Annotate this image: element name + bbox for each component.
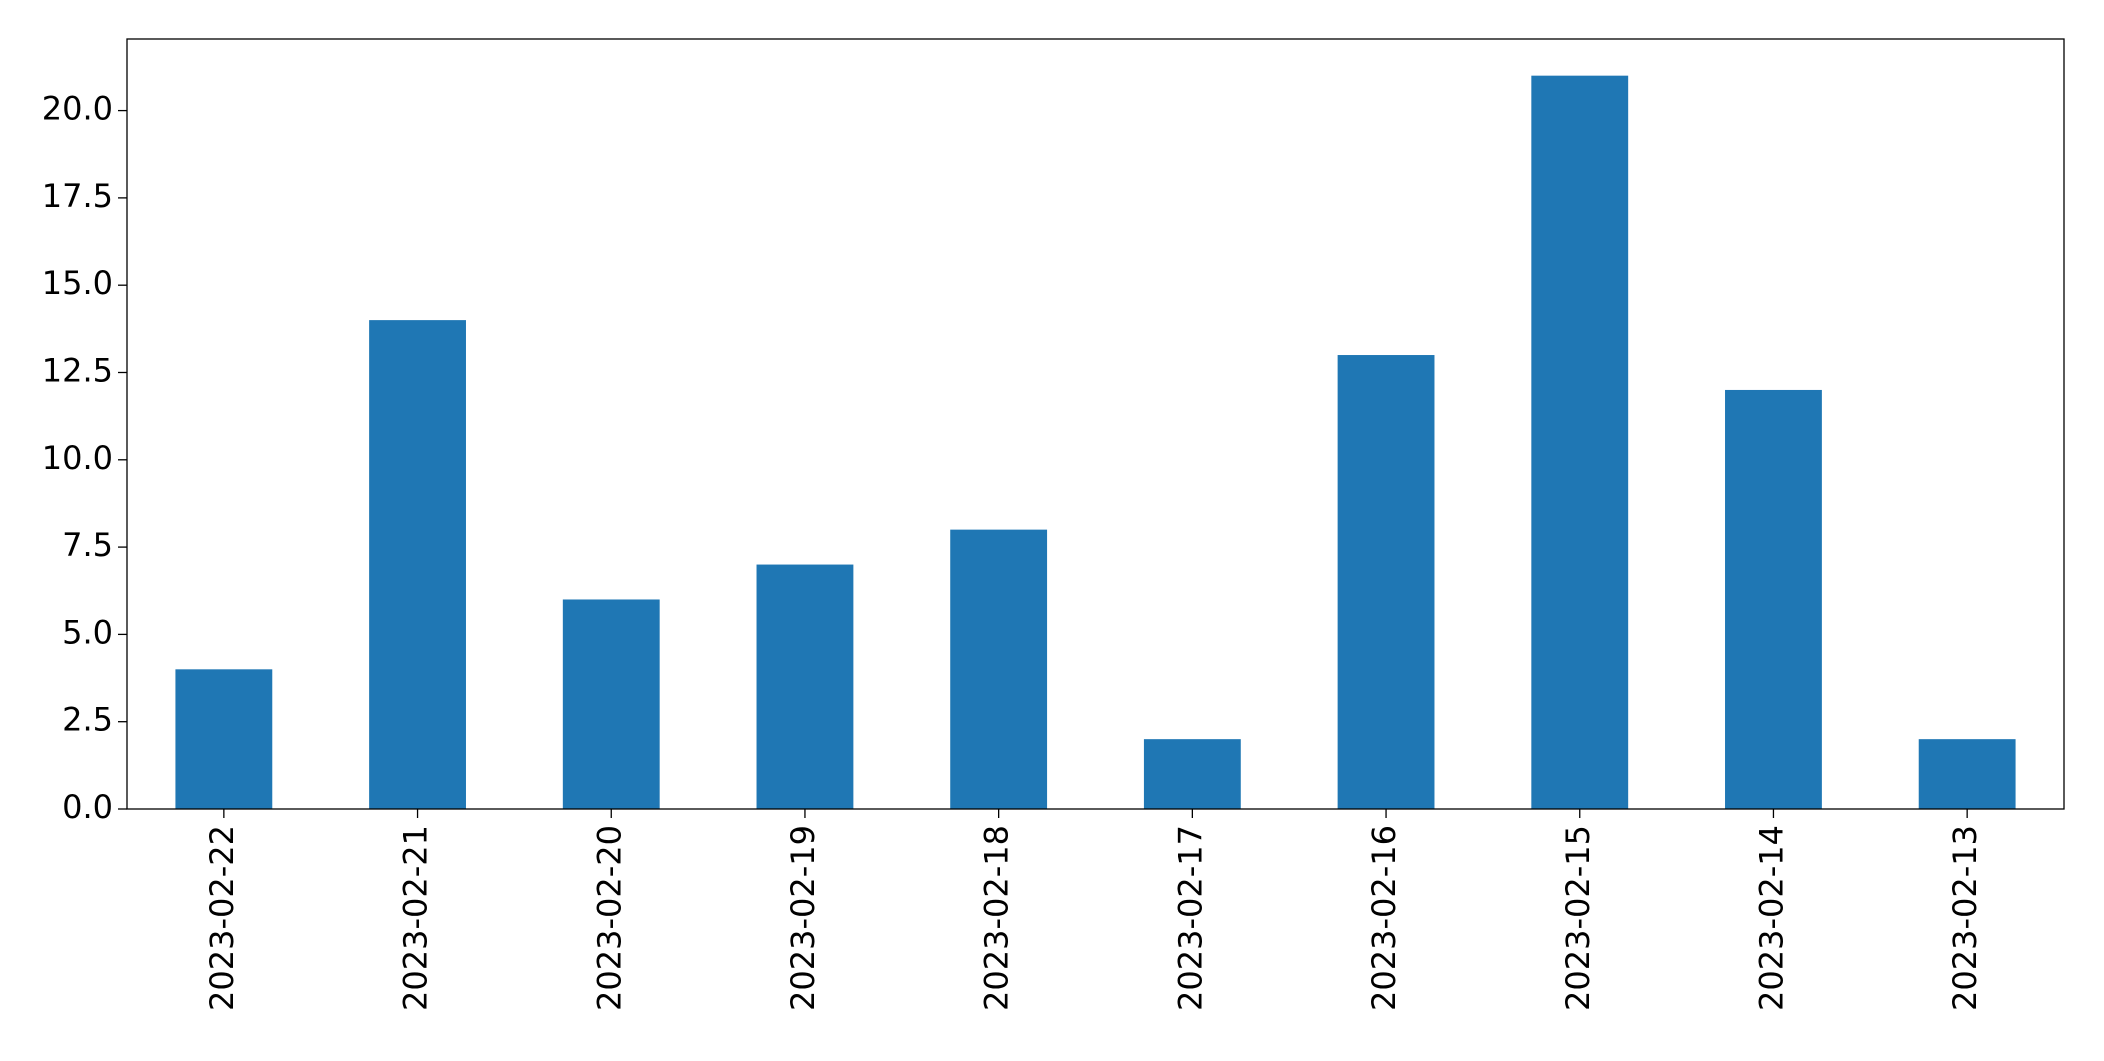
x-tick-label: 2023-02-21 [397, 825, 435, 1011]
y-tick-label: 0.0 [62, 788, 113, 826]
y-tick-label: 15.0 [42, 264, 113, 302]
x-tick-label: 2023-02-13 [1946, 825, 1984, 1011]
x-tick-label: 2023-02-19 [784, 825, 822, 1011]
bar [1531, 75, 1629, 809]
y-tick-label: 2.5 [62, 701, 113, 739]
y-tick-label: 20.0 [42, 90, 113, 128]
bar [562, 599, 660, 809]
x-tick-label: 2023-02-20 [590, 825, 628, 1011]
y-tick-label: 5.0 [62, 613, 113, 651]
y-tick-label: 10.0 [42, 439, 113, 477]
x-tick-label: 2023-02-15 [1559, 825, 1597, 1011]
bar [1143, 739, 1241, 809]
bar [1337, 355, 1435, 809]
y-tick-label: 12.5 [42, 351, 113, 389]
bar [1918, 739, 2016, 809]
bar [369, 320, 466, 809]
bar [1725, 389, 1822, 809]
plot-frame [126, 38, 2065, 810]
x-tick-label: 2023-02-16 [1365, 825, 1403, 1011]
x-tick-label: 2023-02-22 [203, 825, 241, 1011]
bar [175, 669, 273, 809]
bar [950, 529, 1048, 809]
x-tick-label: 2023-02-18 [978, 825, 1016, 1011]
y-tick-label: 17.5 [42, 177, 113, 215]
x-tick-label: 2023-02-14 [1752, 825, 1790, 1011]
x-tick-label: 2023-02-17 [1171, 825, 1209, 1011]
y-tick-label: 7.5 [62, 526, 113, 564]
bar [756, 564, 854, 809]
